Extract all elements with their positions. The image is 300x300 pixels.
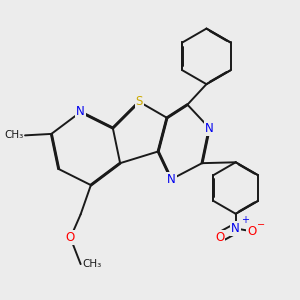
Text: N: N xyxy=(76,106,85,118)
Text: O: O xyxy=(66,231,75,244)
Text: −: − xyxy=(257,220,265,230)
Text: O: O xyxy=(247,225,256,238)
Text: +: + xyxy=(241,215,249,225)
Text: N: N xyxy=(231,222,240,235)
Text: N: N xyxy=(205,122,214,135)
Text: CH₃: CH₃ xyxy=(82,259,101,269)
Text: CH₃: CH₃ xyxy=(4,130,24,140)
Text: O: O xyxy=(215,231,224,244)
Text: N: N xyxy=(167,173,176,186)
Text: S: S xyxy=(136,95,143,108)
